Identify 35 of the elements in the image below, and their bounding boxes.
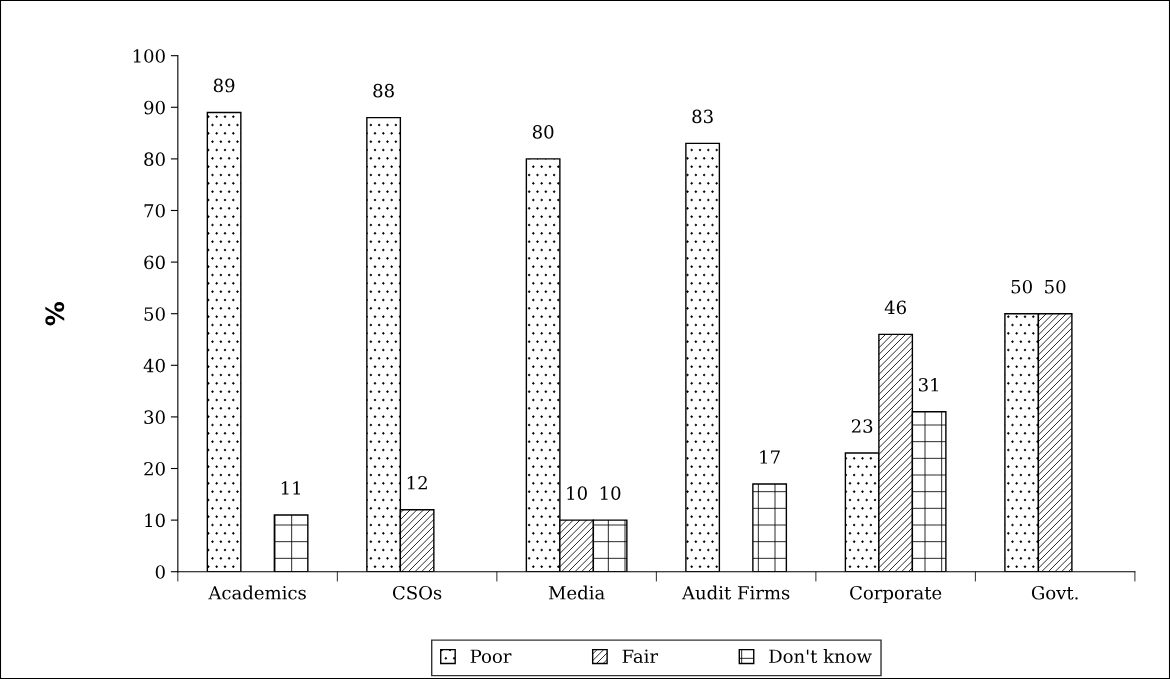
x-tick-label: Audit Firms [681, 585, 790, 600]
data-label: 17 [760, 450, 780, 464]
x-tick-label: Academics [208, 585, 306, 600]
x-tick-label: Corporate [850, 585, 942, 604]
legend-label: Poor [470, 649, 512, 664]
y-tick-label: 30 [144, 410, 165, 425]
data-label: 80 [532, 125, 554, 139]
data-label: 12 [407, 475, 427, 490]
data-label: 31 [919, 377, 939, 392]
data-label: 50 [1045, 279, 1066, 294]
y-tick-label: 40 [143, 358, 165, 373]
data-label: 10 [567, 486, 587, 500]
y-tick-label: 60 [144, 255, 165, 270]
y-axis-title: % [45, 301, 65, 326]
y-tick-label: 90 [144, 100, 165, 115]
data-label: 11 [281, 481, 301, 495]
legend-label: Fair [622, 649, 659, 664]
data-label: 83 [692, 109, 713, 124]
x-tick-label: Media [548, 585, 605, 600]
x-tick-label: Govt. [1031, 585, 1078, 600]
y-tick-label: 0 [155, 565, 165, 579]
data-label: 89 [213, 78, 235, 93]
y-tick-label: 80 [144, 152, 165, 166]
data-label: 88 [373, 83, 394, 98]
data-label: 50 [1011, 279, 1032, 294]
legend-label: Don't know [769, 649, 872, 664]
y-tick-label: 10 [145, 513, 165, 528]
data-label: 46 [884, 300, 906, 315]
data-label: 10 [600, 486, 621, 500]
x-tick-label: CSOs [392, 585, 442, 600]
y-tick-label: 70 [144, 203, 165, 218]
data-label: 23 [851, 419, 873, 433]
y-tick-label: 100 [133, 49, 165, 63]
y-tick-label: 50 [144, 307, 165, 321]
y-tick-label: 20 [144, 461, 165, 476]
